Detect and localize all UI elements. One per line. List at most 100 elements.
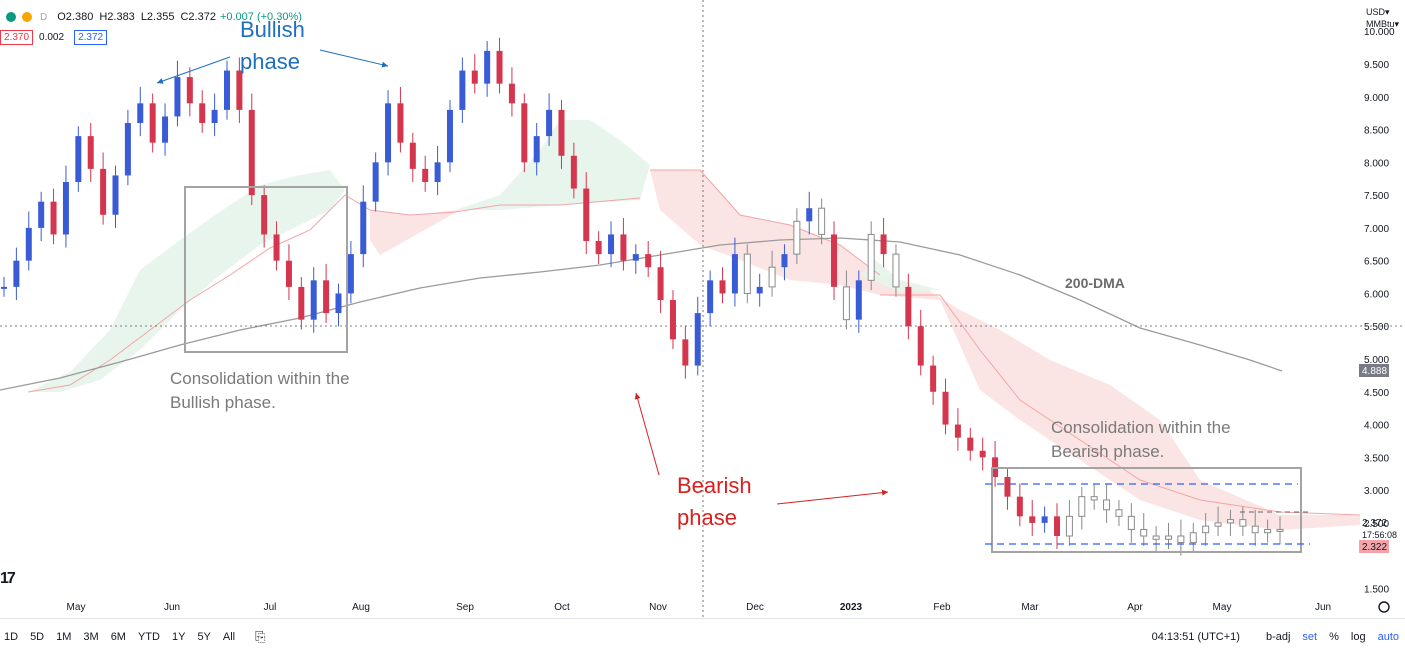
candle-body	[743, 253, 751, 294]
candle-body	[1152, 535, 1160, 540]
x-tick-label: May	[1213, 602, 1232, 613]
y-tick-label: 8.000	[1364, 158, 1389, 169]
candle-body	[137, 103, 144, 123]
candle-body	[62, 182, 69, 235]
candle-body	[385, 103, 392, 163]
range-ytd[interactable]: YTD	[137, 630, 160, 643]
range-1d[interactable]: 1D	[4, 630, 19, 643]
candle-body	[707, 280, 714, 314]
range-3m[interactable]: 3M	[83, 630, 99, 643]
candle-body	[1004, 477, 1011, 497]
candle-body	[645, 254, 652, 268]
x-tick-label: Dec	[746, 602, 764, 613]
range-1y[interactable]: 1Y	[171, 630, 186, 643]
candle-body	[806, 208, 813, 222]
change-value: +0.007 (+0.30%)	[219, 11, 302, 23]
ma-label: 200-DMA	[1065, 275, 1125, 291]
candle-body	[942, 391, 949, 425]
currency-unit[interactable]: USD▾	[1366, 7, 1390, 17]
high-value: H2.383	[99, 11, 135, 23]
bottom-toolbar: 1D 5D 1M 3M 6M YTD 1Y 5Y All ⎘ 04:13:51 …	[0, 618, 1405, 654]
range-6m[interactable]: 6M	[110, 630, 126, 643]
settlement-toggle[interactable]: set	[1302, 630, 1318, 643]
arrow-bearish-up	[634, 392, 660, 476]
symbol-legend: D O2.380 H2.383 L2.355 C2.372 +0.007 (+0…	[0, 8, 302, 26]
tradingview-logo[interactable]: 17	[0, 570, 16, 587]
x-tick-label: 2023	[840, 602, 863, 613]
candle-body	[13, 260, 20, 287]
candle-body	[768, 266, 776, 288]
candle-body	[1115, 509, 1123, 517]
y-tick-label: 8.500	[1364, 126, 1389, 137]
candle-body	[1189, 532, 1197, 544]
auto-toggle[interactable]: auto	[1377, 630, 1399, 643]
candle-body	[484, 50, 491, 84]
y-tick-label: 7.500	[1364, 191, 1389, 202]
countdown-label: 17:56:08	[1362, 530, 1397, 540]
price-axis[interactable]: 10.000 9.500 9.000 8.500 8.000 7.500 7.000 6.50…	[1364, 27, 1395, 595]
candle-body	[1202, 525, 1210, 534]
y-tick-label: 3.000	[1364, 486, 1389, 497]
candle-body	[87, 136, 94, 169]
y-tick-label: 4.500	[1364, 388, 1389, 399]
y-tick-label: 2.500	[1364, 519, 1389, 530]
cloud-edge-line-2	[650, 169, 1361, 516]
range-5y[interactable]: 5Y	[197, 630, 211, 643]
candle-body	[496, 50, 503, 84]
y-tick-label: 5.500	[1364, 322, 1389, 333]
candle-body	[1214, 522, 1222, 527]
candle-body	[1065, 515, 1073, 537]
y-tick-label: 10.000	[1364, 27, 1395, 38]
candle-body	[335, 293, 342, 314]
status-dot-icon	[6, 12, 16, 22]
ma-price-badge: 4.888	[1362, 366, 1387, 377]
annotation-bearish: Bearish phase	[677, 473, 752, 530]
candle-body	[434, 162, 441, 182]
candle-body	[694, 313, 701, 366]
candle-body	[174, 77, 181, 117]
cloud-edge-line	[27, 194, 641, 393]
candle-body	[1177, 535, 1185, 544]
gear-icon[interactable]	[1378, 601, 1390, 613]
bid-button[interactable]: 2.370	[0, 30, 34, 45]
low-value: L2.355	[140, 11, 175, 23]
candle-body	[298, 286, 305, 320]
clock-time[interactable]: 04:13:51 (UTC+1)	[1151, 630, 1240, 643]
x-tick-label: Feb	[933, 602, 951, 613]
candle-body	[831, 234, 838, 287]
y-tick-label: 5.000	[1364, 355, 1389, 366]
candle-body	[570, 155, 577, 189]
candle-body	[954, 424, 961, 438]
log-toggle[interactable]: log	[1350, 630, 1366, 643]
candle-body	[682, 339, 689, 366]
y-tick-label: 7.000	[1364, 224, 1389, 235]
range-1m[interactable]: 1M	[56, 630, 72, 643]
candle-body	[1140, 528, 1148, 537]
ask-button[interactable]: 2.372	[74, 30, 108, 45]
quantity-unit[interactable]: MMBtu▾	[1366, 19, 1400, 29]
candle-body	[459, 70, 466, 110]
candle-body	[1029, 516, 1036, 523]
candle-body	[149, 103, 156, 143]
date-range-icon[interactable]: ⎘	[255, 628, 266, 644]
range-all[interactable]: All	[222, 630, 236, 643]
candle-body	[1264, 528, 1272, 534]
candle-body	[979, 450, 986, 458]
range-5d[interactable]: 5D	[30, 630, 45, 643]
y-tick-label: 3.500	[1364, 453, 1389, 464]
time-axis[interactable]: May Jun Jul Aug Sep Oct Nov Dec 2023 Feb Mar Apr May…	[67, 602, 1332, 613]
cloud-bullish-3	[860, 260, 940, 292]
price-chart[interactable]: 10.000 9.500 9.000 8.500 8.000 7.500 7.000 6.50…	[0, 0, 1405, 618]
back-adjust-toggle[interactable]: b-adj	[1265, 630, 1291, 643]
currency-selector[interactable]: USD▾ MMBtu▾	[1366, 6, 1399, 30]
candle-body	[608, 234, 615, 255]
candle-body	[199, 103, 206, 123]
candle-body	[818, 207, 826, 235]
candle-body	[632, 254, 639, 261]
candle-body	[409, 142, 416, 169]
candle-body	[756, 286, 763, 294]
candle-body	[967, 437, 974, 451]
arrow-bullish-left	[156, 56, 231, 84]
bid-ask-row: 2.370 0.002 2.372	[0, 30, 108, 45]
percent-toggle[interactable]: %	[1329, 630, 1339, 643]
